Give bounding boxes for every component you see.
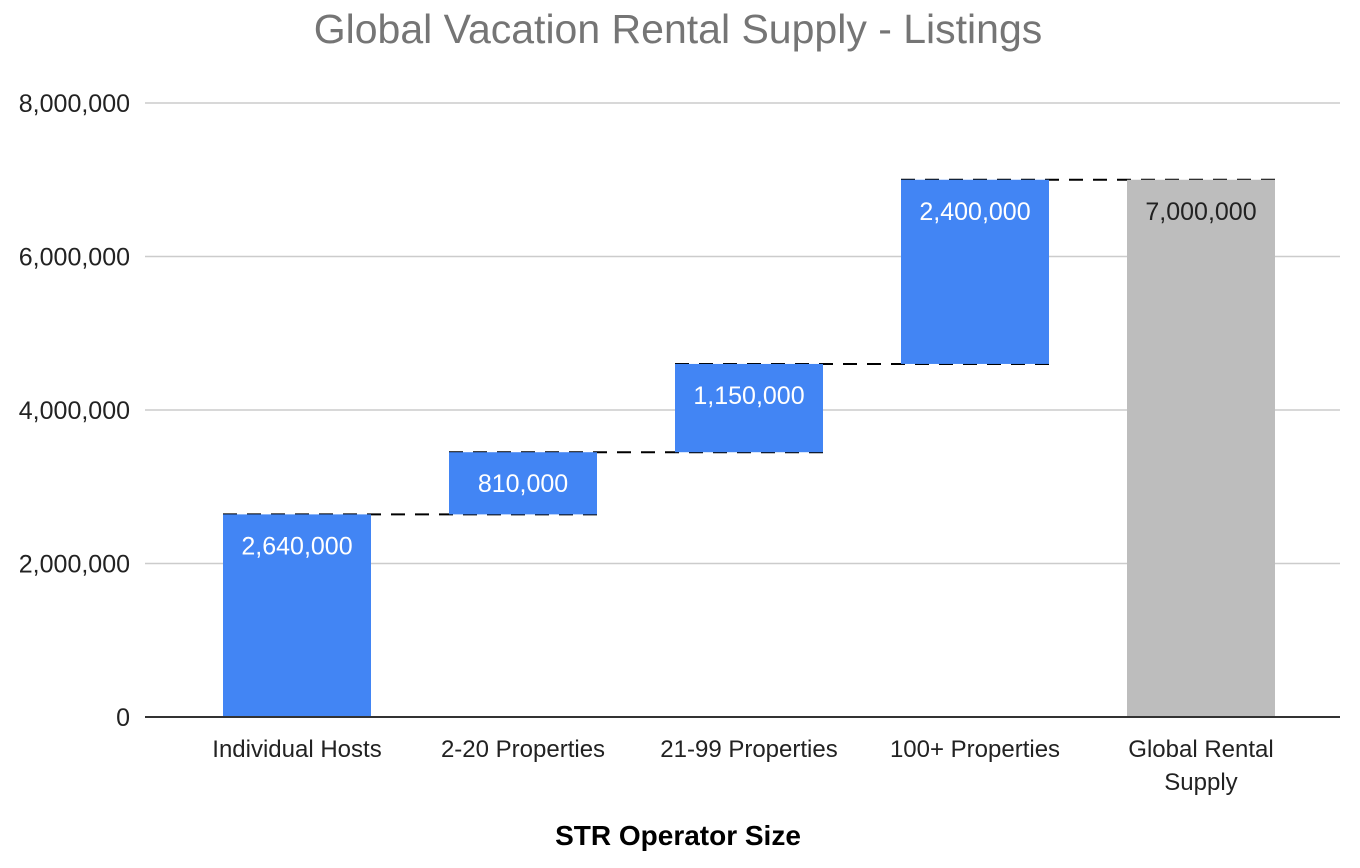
- data-labels: 2,640,000 810,000 1,150,000 2,400,000 7,000,…: [241, 198, 1256, 561]
- x-tick-label-line: Global Rental: [1128, 736, 1273, 763]
- x-tick-label: 2-20 Properties: [441, 736, 605, 763]
- data-label: 7,000,000: [1145, 198, 1256, 226]
- data-label: 2,400,000: [919, 198, 1030, 226]
- x-tick-label: 21-99 Properties: [660, 736, 837, 763]
- data-label: 1,150,000: [693, 382, 804, 410]
- y-tick-label: 6,000,000: [19, 244, 130, 272]
- x-tick-label: 100+ Properties: [890, 736, 1060, 763]
- x-tick-label: Global Rental Supply: [1128, 736, 1273, 796]
- x-axis-tick-labels: Individual Hosts 2-20 Properties 21-99 Pro…: [212, 736, 1273, 796]
- y-tick-label: 0: [116, 704, 130, 732]
- increase-bar: [675, 363, 823, 453]
- x-axis-title: STR Operator Size: [555, 820, 801, 851]
- x-tick-label-line: 100+ Properties: [890, 736, 1060, 763]
- data-label: 2,640,000: [241, 532, 352, 560]
- data-label: 810,000: [478, 470, 568, 498]
- bars: [223, 179, 1275, 717]
- increase-bar: [449, 452, 597, 515]
- connector-lines: [223, 178, 1275, 516]
- chart-title: Global Vacation Rental Supply - Listings: [314, 6, 1043, 52]
- x-tick-label-line: 2-20 Properties: [441, 736, 605, 763]
- total-bar: [1127, 179, 1275, 717]
- x-tick-label-line: 21-99 Properties: [660, 736, 837, 763]
- x-tick-label-line: Supply: [1164, 769, 1237, 796]
- x-tick-label-line: Individual Hosts: [212, 736, 381, 763]
- increase-bar: [901, 179, 1049, 364]
- y-tick-label: 2,000,000: [19, 551, 130, 579]
- y-axis-tick-labels: 0 2,000,000 4,000,000 6,000,000 8,000,000: [19, 90, 130, 732]
- y-tick-label: 4,000,000: [19, 397, 130, 425]
- y-tick-label: 8,000,000: [19, 90, 130, 118]
- increase-bar: [223, 514, 371, 717]
- x-tick-label: Individual Hosts: [212, 736, 381, 763]
